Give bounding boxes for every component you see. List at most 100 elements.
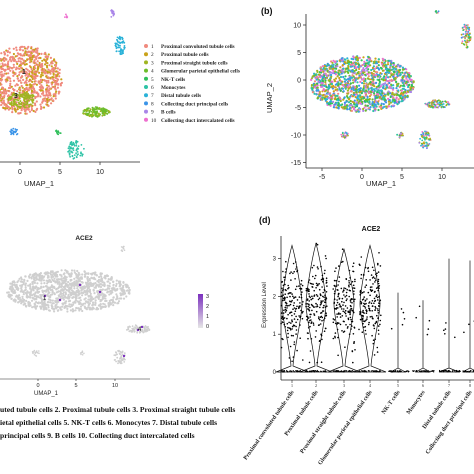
cell-point	[371, 77, 374, 80]
cell-point	[61, 305, 64, 308]
expression-point	[350, 328, 352, 330]
expression-point	[325, 312, 327, 315]
cell-point	[27, 291, 30, 294]
cell-point	[313, 92, 316, 95]
cell-point	[50, 304, 53, 307]
cell-point	[67, 280, 70, 284]
cell-point	[89, 299, 93, 302]
cluster-point	[9, 69, 12, 72]
cell-point	[349, 65, 352, 68]
cell-point	[370, 87, 373, 90]
cell-point	[425, 136, 428, 139]
expressing-cell-point	[78, 283, 82, 287]
zero-point	[295, 370, 297, 372]
cell-point	[381, 57, 384, 60]
expression-point	[324, 269, 326, 272]
legend-number: 2	[151, 52, 154, 58]
cell-point	[389, 92, 392, 95]
cluster-point	[4, 107, 7, 110]
cluster-point	[1, 86, 4, 89]
cluster-point	[24, 87, 27, 91]
cluster-point	[34, 67, 37, 70]
cell-point	[424, 138, 426, 141]
cell-point	[86, 291, 89, 294]
cell-point	[7, 291, 10, 294]
expression-point	[290, 271, 292, 273]
cluster-point	[56, 86, 60, 89]
expression-point	[318, 288, 321, 291]
cell-point	[384, 94, 387, 97]
expression-point	[309, 350, 312, 352]
cell-point	[398, 94, 401, 97]
cluster-point	[52, 73, 55, 76]
cell-point	[384, 101, 388, 104]
cluster-point	[48, 64, 51, 67]
cell-point	[94, 286, 97, 289]
expression-point	[300, 293, 303, 296]
cell-point	[29, 273, 32, 276]
expression-point	[318, 297, 321, 300]
cell-point	[336, 75, 339, 78]
cell-point	[75, 297, 78, 300]
cell-point	[390, 59, 393, 63]
cell-point	[115, 279, 118, 282]
expression-point	[312, 283, 314, 286]
cell-point	[380, 78, 383, 81]
expression-point	[319, 306, 321, 309]
cluster-point	[51, 67, 54, 70]
cell-point	[98, 295, 101, 298]
cell-point	[361, 68, 364, 71]
expression-point	[316, 243, 319, 246]
cluster-point	[104, 111, 107, 114]
expression-point	[313, 289, 316, 292]
cell-point	[310, 78, 313, 81]
cell-point	[68, 287, 71, 290]
cluster-point	[76, 151, 79, 153]
expression-point	[348, 269, 351, 272]
cluster-point	[0, 75, 3, 78]
cell-point	[464, 31, 467, 33]
cell-point	[339, 99, 342, 103]
expression-point	[295, 315, 297, 318]
cluster-point	[122, 49, 124, 52]
cell-point	[336, 104, 340, 107]
cell-point	[357, 77, 360, 80]
cell-point	[49, 295, 52, 299]
cell-point	[324, 98, 327, 101]
cluster-point	[40, 64, 43, 67]
cell-point	[48, 279, 51, 282]
cluster-point	[30, 47, 33, 50]
cell-point	[348, 83, 351, 86]
cell-point	[344, 58, 347, 61]
cluster-point	[43, 79, 46, 82]
cell-point	[110, 290, 113, 293]
cell-point	[433, 103, 436, 106]
cluster-point	[91, 106, 94, 109]
cell-point	[329, 65, 332, 68]
cell-point	[16, 296, 19, 299]
cluster-point	[31, 96, 34, 99]
cluster-point	[25, 79, 28, 82]
cluster-point	[103, 112, 106, 115]
expression-point	[305, 305, 307, 308]
cluster-point	[88, 115, 91, 118]
cluster-point	[14, 84, 17, 87]
cell-point	[339, 89, 342, 92]
expression-point	[280, 312, 283, 314]
cell-point	[115, 289, 118, 292]
x-tick-label: 0	[36, 383, 39, 389]
cell-point	[37, 278, 41, 281]
cluster-point	[19, 100, 22, 103]
expression-point	[293, 296, 296, 299]
cell-point	[64, 292, 67, 295]
cell-point	[368, 78, 372, 81]
cell-point	[20, 287, 23, 290]
expression-point	[311, 295, 313, 298]
expression-point	[282, 312, 285, 314]
cell-point	[370, 74, 373, 77]
expression-point	[320, 334, 323, 337]
cell-point	[115, 351, 118, 354]
expression-point	[320, 278, 323, 281]
expression-point	[315, 282, 318, 285]
cell-point	[67, 294, 70, 297]
